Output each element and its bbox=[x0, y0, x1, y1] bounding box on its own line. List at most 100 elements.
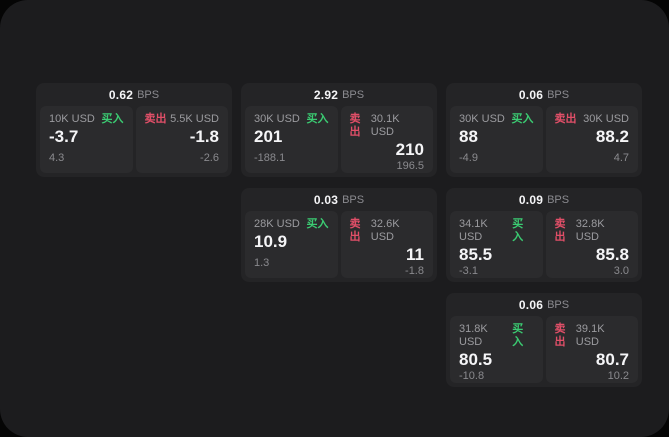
buy-panel[interactable]: 30K USD 买入 88 -4.9 bbox=[450, 106, 543, 173]
spread-value: 0.62 bbox=[108, 87, 134, 102]
buy-amount: 34.1K USD bbox=[459, 218, 488, 243]
sell-panel[interactable]: 卖出 39.1K USD 80.7 10.2 bbox=[545, 316, 638, 383]
buy-label: 买入 bbox=[101, 113, 124, 125]
price-panels: 31.8K USD 买入 80.5 -10.8 卖出 39.1K USD 80.… bbox=[450, 316, 638, 383]
buy-price: 85.5 bbox=[459, 245, 493, 264]
sell-price: 85.8 bbox=[595, 245, 629, 264]
sell-panel-top: 卖出 32.8K USD bbox=[555, 218, 630, 244]
sell-change: 196.5 bbox=[396, 160, 424, 172]
sell-price: 80.7 bbox=[595, 350, 629, 369]
sell-price: -1.8 bbox=[189, 127, 219, 146]
sell-change: -1.8 bbox=[405, 265, 424, 277]
quote-card: 0.09 BPS 34.1K USD 买入 85.5 -3.1 卖出 32.8K… bbox=[446, 188, 642, 282]
buy-label: 买入 bbox=[306, 113, 329, 125]
quote-card-grid: 0.62 BPS 10K USD 买入 -3.7 4.3 卖出 5.5K USD bbox=[36, 83, 642, 387]
price-panels: 30K USD 买入 201 -188.1 卖出 30.1K USD 210 1… bbox=[245, 106, 433, 173]
buy-panel[interactable]: 31.8K USD 买入 80.5 -10.8 bbox=[450, 316, 543, 383]
sell-panel-top: 卖出 32.6K USD bbox=[350, 218, 425, 244]
buy-label: 买入 bbox=[512, 218, 524, 243]
spread-value: 0.06 bbox=[518, 87, 544, 102]
buy-panel[interactable]: 10K USD 买入 -3.7 4.3 bbox=[40, 106, 133, 173]
quote-card: 0.62 BPS 10K USD 买入 -3.7 4.3 卖出 5.5K USD bbox=[36, 83, 232, 177]
buy-panel-top: 30K USD 买入 bbox=[459, 113, 534, 126]
spread-header: 0.62 BPS bbox=[40, 83, 228, 106]
buy-change: -3.1 bbox=[459, 265, 478, 277]
spread-unit: BPS bbox=[547, 298, 570, 311]
sell-label: 卖出 bbox=[144, 113, 167, 125]
buy-panel-top: 34.1K USD 买入 bbox=[459, 218, 534, 244]
buy-price: 10.9 bbox=[254, 232, 288, 251]
spread-value: 2.92 bbox=[313, 87, 339, 102]
price-panels: 28K USD 买入 10.9 1.3 卖出 32.6K USD 11 -1.8 bbox=[245, 211, 433, 278]
sell-label: 卖出 bbox=[349, 218, 361, 243]
buy-label: 买入 bbox=[511, 113, 534, 125]
sell-price: 88.2 bbox=[595, 127, 629, 146]
quote-card: 0.06 BPS 31.8K USD 买入 80.5 -10.8 卖出 39.1… bbox=[446, 293, 642, 387]
sell-panel[interactable]: 卖出 32.6K USD 11 -1.8 bbox=[340, 211, 433, 278]
spread-value: 0.03 bbox=[313, 192, 339, 207]
buy-price: 88 bbox=[459, 127, 478, 146]
buy-amount: 31.8K USD bbox=[459, 323, 488, 348]
sell-change: 3.0 bbox=[613, 265, 629, 277]
quote-card: 0.06 BPS 30K USD 买入 88 -4.9 卖出 30K USD bbox=[446, 83, 642, 177]
sell-panel[interactable]: 卖出 5.5K USD -1.8 -2.6 bbox=[135, 106, 228, 173]
spread-unit: BPS bbox=[342, 88, 365, 101]
price-panels: 30K USD 买入 88 -4.9 卖出 30K USD 88.2 4.7 bbox=[450, 106, 638, 173]
buy-panel-top: 28K USD 买入 bbox=[254, 218, 329, 231]
buy-amount: 10K USD bbox=[49, 113, 95, 125]
sell-change: 10.2 bbox=[607, 370, 629, 382]
sell-amount: 32.8K USD bbox=[575, 218, 605, 243]
buy-price: 201 bbox=[254, 127, 283, 146]
sell-label: 卖出 bbox=[554, 323, 566, 348]
spread-header: 0.09 BPS bbox=[450, 188, 638, 211]
sell-amount: 39.1K USD bbox=[575, 323, 605, 348]
spread-header: 0.03 BPS bbox=[245, 188, 433, 211]
sell-label: 卖出 bbox=[349, 113, 361, 138]
buy-panel[interactable]: 34.1K USD 买入 85.5 -3.1 bbox=[450, 211, 543, 278]
sell-amount: 30K USD bbox=[583, 113, 629, 125]
sell-change: -2.6 bbox=[200, 152, 219, 164]
buy-change: -4.9 bbox=[459, 152, 478, 164]
spread-value: 0.06 bbox=[518, 297, 544, 312]
buy-amount: 28K USD bbox=[254, 218, 300, 230]
spread-header: 0.06 BPS bbox=[450, 293, 638, 316]
sell-panel[interactable]: 卖出 30.1K USD 210 196.5 bbox=[340, 106, 433, 173]
spread-unit: BPS bbox=[137, 88, 160, 101]
quote-card: 2.92 BPS 30K USD 买入 201 -188.1 卖出 30.1K … bbox=[241, 83, 437, 177]
buy-change: 1.3 bbox=[254, 257, 270, 269]
sell-panel[interactable]: 卖出 32.8K USD 85.8 3.0 bbox=[545, 211, 638, 278]
buy-change: -188.1 bbox=[254, 152, 286, 164]
sell-amount: 30.1K USD bbox=[370, 113, 400, 138]
spread-unit: BPS bbox=[342, 193, 365, 206]
buy-price: -3.7 bbox=[49, 127, 79, 146]
spread-unit: BPS bbox=[547, 193, 570, 206]
sell-amount: 5.5K USD bbox=[170, 113, 219, 125]
sell-price: 210 bbox=[395, 140, 424, 159]
sell-panel-top: 卖出 39.1K USD bbox=[555, 323, 630, 349]
price-panels: 34.1K USD 买入 85.5 -3.1 卖出 32.8K USD 85.8… bbox=[450, 211, 638, 278]
sell-amount: 32.6K USD bbox=[370, 218, 400, 243]
sell-panel[interactable]: 卖出 30K USD 88.2 4.7 bbox=[545, 106, 638, 173]
sell-price: 11 bbox=[406, 245, 424, 264]
price-panels: 10K USD 买入 -3.7 4.3 卖出 5.5K USD -1.8 -2.… bbox=[40, 106, 228, 173]
sell-label: 卖出 bbox=[554, 218, 566, 243]
sell-change: 4.7 bbox=[613, 152, 629, 164]
sell-panel-top: 卖出 5.5K USD bbox=[145, 113, 220, 126]
buy-price: 80.5 bbox=[459, 350, 493, 369]
buy-change: -10.8 bbox=[459, 370, 485, 382]
sell-panel-top: 卖出 30.1K USD bbox=[350, 113, 425, 139]
spread-unit: BPS bbox=[547, 88, 570, 101]
buy-panel[interactable]: 28K USD 买入 10.9 1.3 bbox=[245, 211, 338, 278]
spread-value: 0.09 bbox=[518, 192, 544, 207]
sell-panel-top: 卖出 30K USD bbox=[555, 113, 630, 126]
sell-label: 卖出 bbox=[554, 113, 577, 125]
spread-header: 2.92 BPS bbox=[245, 83, 433, 106]
buy-panel[interactable]: 30K USD 买入 201 -188.1 bbox=[245, 106, 338, 173]
buy-panel-top: 10K USD 买入 bbox=[49, 113, 124, 126]
spread-header: 0.06 BPS bbox=[450, 83, 638, 106]
buy-panel-top: 30K USD 买入 bbox=[254, 113, 329, 126]
buy-change: 4.3 bbox=[49, 152, 65, 164]
buy-panel-top: 31.8K USD 买入 bbox=[459, 323, 534, 349]
buy-amount: 30K USD bbox=[254, 113, 300, 125]
